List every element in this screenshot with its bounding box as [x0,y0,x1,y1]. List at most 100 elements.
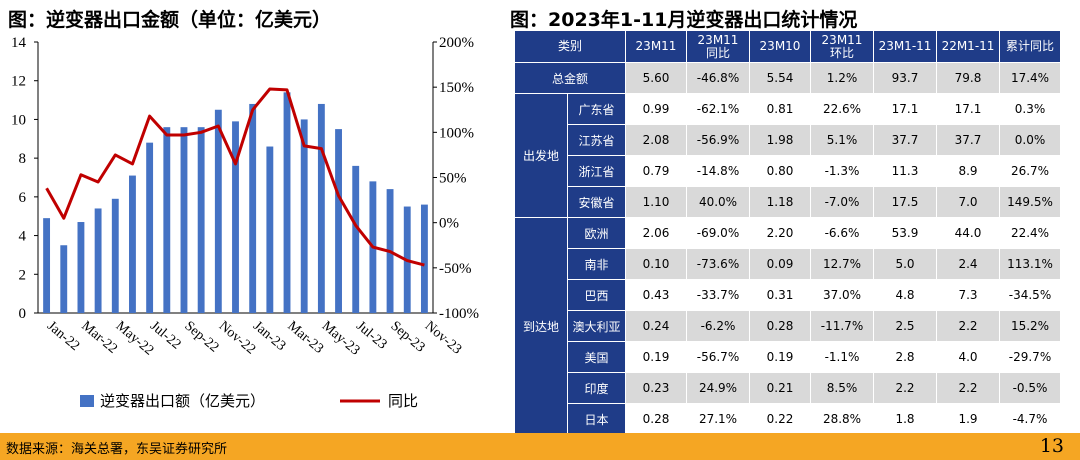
bar [129,175,136,313]
table-cell: 22.4% [999,217,1061,249]
right-axis-tick-label: 150% [439,80,474,96]
table-cell: 0.99 [625,93,687,125]
table-cell: -73.6% [686,248,750,280]
table-cell: 0.22 [749,403,811,435]
table-cell: -14.8% [686,155,750,187]
row-label: 浙江省 [567,155,626,187]
table-cell: 15.2% [999,310,1061,342]
table-cell: -33.7% [686,279,750,311]
bar [43,218,51,313]
table-cell: 1.8 [873,403,937,435]
table-row: 安徽省 1.10 40.0% 1.18 -7.0% 17.5 7.0 149.5% [515,186,1061,218]
table-cell: 28.8% [810,403,874,435]
table-cell: 11.3 [873,155,937,187]
table-cell: 0.23 [625,372,687,404]
row-label: 印度 [567,372,626,404]
bar [163,127,171,314]
table-row: 美国 0.19 -56.7% 0.19 -1.1% 2.8 4.0 -29.7% [515,341,1061,373]
table-cell: 37.7 [873,124,937,156]
table-cell: 2.06 [625,217,687,249]
x-axis-tick-label: May-23 [319,319,363,359]
table-cell: 0.19 [749,341,811,373]
row-label: 安徽省 [567,186,626,218]
table-row: 澳大利亚 0.24 -6.2% 0.28 -11.7% 2.5 2.2 15.2% [515,310,1061,342]
table-header-cell: 累计同比 [999,30,1061,63]
table-cell: -69.0% [686,217,750,249]
table-header-cell: 类别 [514,30,626,63]
bar [146,142,154,313]
table-header-cell: 22M1-11 [936,30,1000,63]
row-label: 南非 [567,248,626,280]
bar [249,103,257,313]
bar [352,165,360,313]
left-axis-tick-label: 4 [19,229,27,245]
table-cell: 44.0 [936,217,1000,249]
bar [77,222,85,313]
table-cell: 93.7 [873,62,937,94]
table-cell: -34.5% [999,279,1061,311]
right-axis-tick-label: 100% [439,125,474,141]
table-cell: 40.0% [686,186,750,218]
left-axis-tick-label: 10 [11,112,26,128]
table-cell: 37.0% [810,279,874,311]
table-header-cell: 23M11 同比 [686,30,750,63]
table-cell: 0.28 [625,403,687,435]
right-axis-tick-label: 0% [439,216,459,232]
table-cell: -56.7% [686,341,750,373]
bar [266,146,274,313]
table-cell: -7.0% [810,186,874,218]
table-header-cell: 23M1-11 [873,30,937,63]
right-axis-tick-label: 50% [439,171,467,187]
table-row: 日本 0.28 27.1% 0.22 28.8% 1.8 1.9 -4.7% [515,403,1061,435]
table-cell: 2.4 [936,248,1000,280]
right-axis-tick-label: -100% [439,306,479,322]
table-cell: 27.1% [686,403,750,435]
table-header-cell: 23M11 [625,30,687,63]
legend-label-line: 同比 [388,392,418,410]
table-cell: 0.28 [749,310,811,342]
bar [300,119,308,313]
table-cell: -46.8% [686,62,750,94]
row-label: 日本 [567,403,626,435]
x-axis-tick-label: Sep-22 [181,319,221,356]
table-cell: 1.10 [625,186,687,218]
table-cell: 0.0% [999,124,1061,156]
row-label: 巴西 [567,279,626,311]
table-cell: 0.43 [625,279,687,311]
bar [335,129,342,313]
table-row: 南非 0.10 -73.6% 0.09 12.7% 5.0 2.4 113.1% [515,248,1061,280]
table-cell: 17.1 [936,93,1000,125]
table-cell: 2.08 [625,124,687,156]
yoy-line [45,87,425,267]
row-label: 欧洲 [567,217,626,249]
table-cell: 37.7 [936,124,1000,156]
table-cell: 7.0 [936,186,1000,218]
table-title: 图：2023年1-11月逆变器出口统计情况 [510,9,858,31]
table-row: 巴西 0.43 -33.7% 0.31 37.0% 4.8 7.3 -34.5% [515,279,1061,311]
table-cell: 8.5% [810,372,874,404]
table-cell: 0.09 [749,248,811,280]
table-cell: 0.19 [625,341,687,373]
table-cell: 1.18 [749,186,811,218]
legend-label-bars: 逆变器出口额（亿美元） [100,392,265,410]
table-cell: -29.7% [999,341,1061,373]
table-cell: 79.8 [936,62,1000,94]
table-cell: 53.9 [873,217,937,249]
table-cell: 1.2% [810,62,874,94]
table-cell: 26.7% [999,155,1061,187]
table-cell: -11.7% [810,310,874,342]
table-cell: 7.3 [936,279,1000,311]
table-cell: 2.2 [936,310,1000,342]
table-cell: -1.1% [810,341,874,373]
table-cell: 4.0 [936,341,1000,373]
table-header-cell: 23M10 [749,30,811,63]
bar [60,245,68,313]
table-row: 浙江省 0.79 -14.8% 0.80 -1.3% 11.3 8.9 26.7% [515,155,1061,187]
x-axis-tick-label: Nov-23 [422,319,464,358]
table-cell: 5.0 [873,248,937,280]
table-cell: 2.2 [936,372,1000,404]
table-cell: 24.9% [686,372,750,404]
table-cell: 5.54 [749,62,811,94]
x-axis-tick-label: Mar-22 [78,319,120,357]
table-cell: -6.2% [686,310,750,342]
